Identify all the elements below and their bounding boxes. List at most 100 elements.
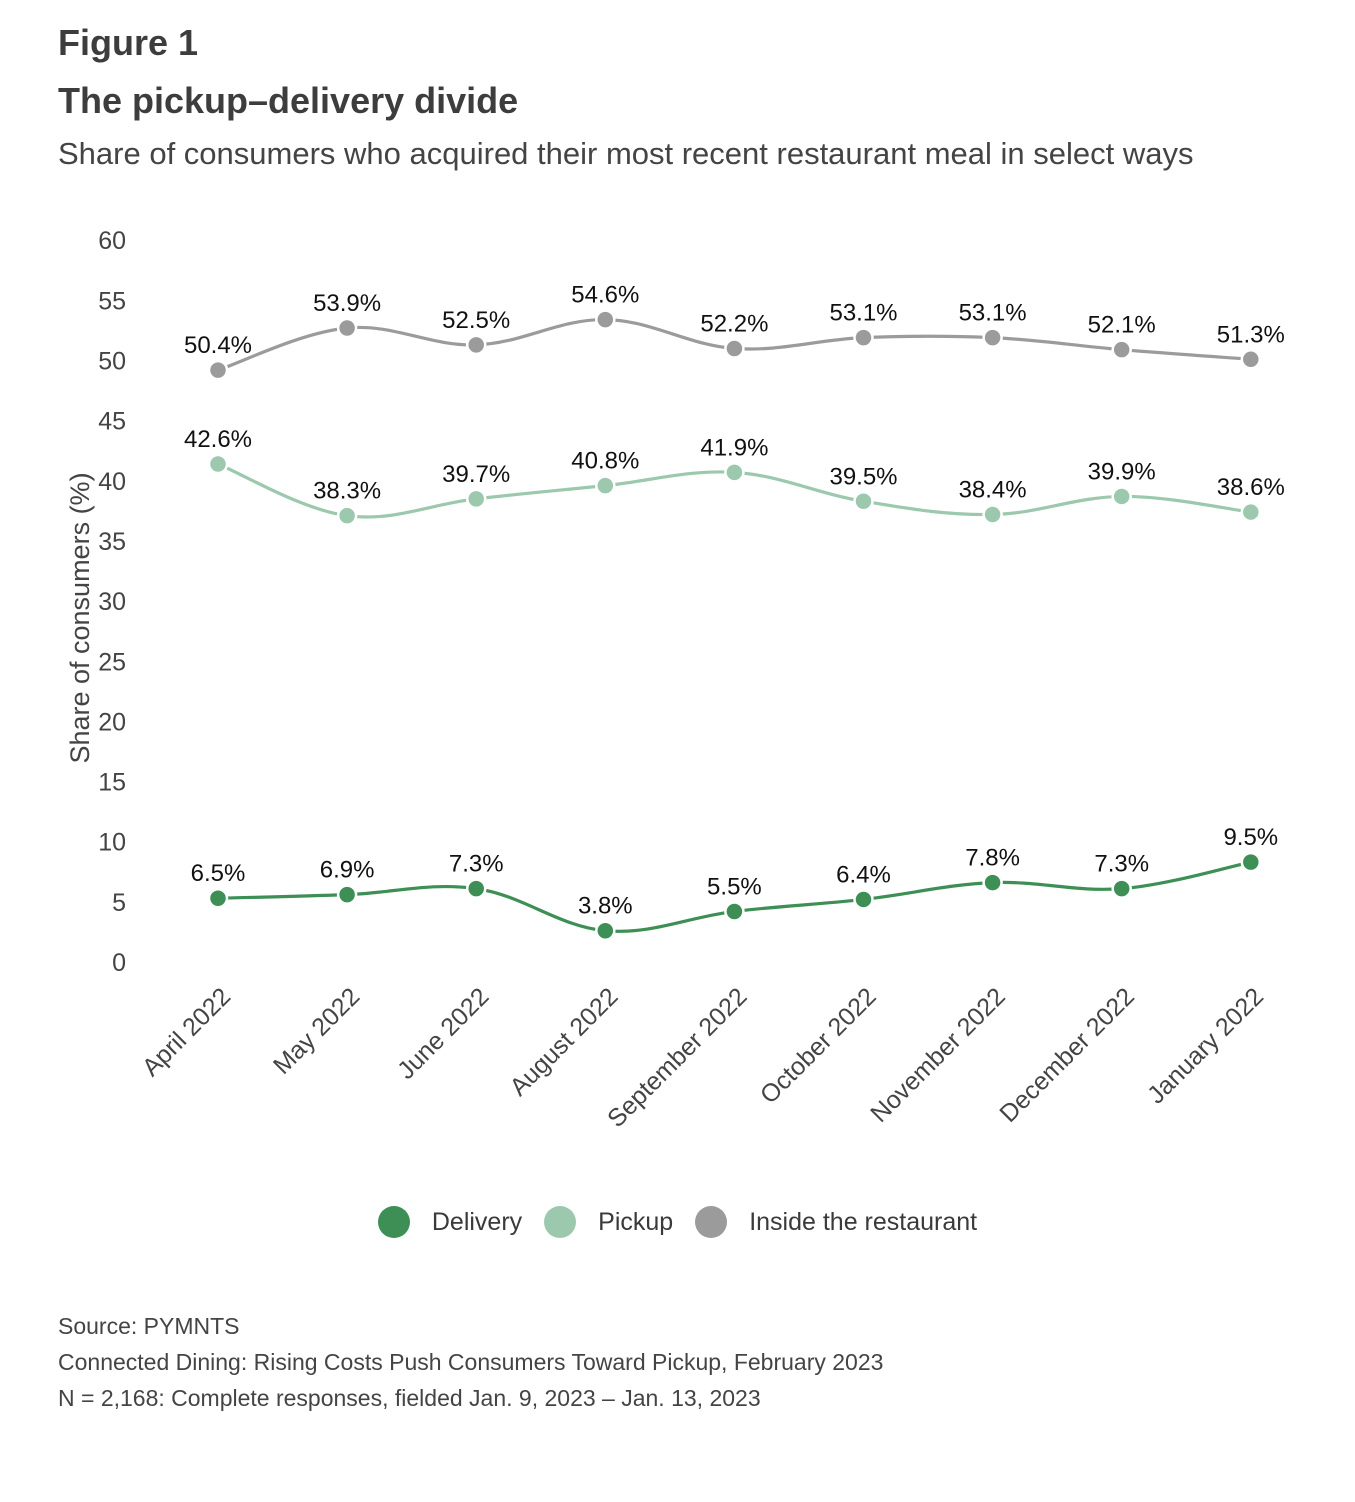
x-tick-label: November 2022 — [865, 982, 1011, 1128]
legend-label-delivery: Delivery — [431, 1207, 523, 1236]
x-tick-label: December 2022 — [994, 982, 1140, 1128]
data-point — [207, 453, 229, 475]
data-label: 38.6% — [1217, 474, 1285, 501]
y-tick-label: 55 — [98, 287, 126, 315]
line-chart: 0 5 10 15 20 25 30 35 40 45 50 55 60 Share of consum… — [65, 227, 1285, 1133]
legend-item-delivery[interactable]: Delivery — [377, 1206, 523, 1238]
y-tick-label: 50 — [98, 348, 126, 376]
data-point — [982, 327, 1003, 348]
data-point — [853, 491, 874, 512]
data-point — [336, 317, 358, 339]
data-label: 39.7% — [442, 461, 510, 488]
y-tick-label: 25 — [98, 648, 126, 676]
data-label: 39.9% — [1088, 458, 1156, 485]
legend: Delivery Pickup Inside the restaurant — [0, 1206, 1355, 1238]
y-tick-label: 30 — [98, 588, 126, 616]
sample-line: N = 2,168: Complete responses, fielded J… — [58, 1385, 761, 1411]
data-label: 40.8% — [571, 448, 639, 475]
data-point — [982, 872, 1003, 893]
data-label: 3.8% — [578, 893, 633, 920]
data-point — [336, 505, 358, 526]
data-label: 7.3% — [1094, 851, 1149, 878]
data-label: 6.5% — [191, 860, 246, 887]
data-label: 41.9% — [700, 434, 768, 461]
data-label: 6.4% — [836, 861, 891, 888]
data-label: 42.6% — [184, 426, 252, 453]
chart-title: The pickup–delivery divide — [58, 80, 519, 121]
y-tick-label: 5 — [112, 889, 126, 917]
legend-item-inside-restaurant[interactable]: Inside the restaurant — [695, 1206, 977, 1238]
y-tick-label: 35 — [98, 528, 126, 556]
series-inside-restaurant: 50.4% 53.9% 52.5% 54.6% 52.2% 53.1% 53.1% 52.1%… — [184, 282, 1285, 381]
y-axis-title: Share of consumers (%) — [65, 472, 95, 763]
x-tick-label: May 2022 — [268, 982, 365, 1079]
data-label: 52.1% — [1088, 312, 1156, 339]
data-label: 7.3% — [449, 851, 504, 878]
source-notes: Source: PYMNTS Connected Dining: Rising … — [58, 1308, 883, 1416]
data-point — [207, 359, 229, 381]
y-tick-label: 60 — [98, 227, 126, 255]
data-point — [1240, 501, 1262, 523]
data-label: 7.8% — [965, 845, 1020, 872]
data-point — [1111, 486, 1132, 507]
y-tick-label: 15 — [98, 769, 126, 797]
data-label: 53.9% — [313, 290, 381, 317]
data-point — [595, 309, 616, 330]
data-label: 54.6% — [571, 282, 639, 309]
data-label: 5.5% — [707, 873, 762, 900]
legend-dot-inside-restaurant — [695, 1206, 728, 1238]
data-point — [207, 887, 229, 909]
data-point — [465, 334, 487, 356]
data-label: 38.3% — [313, 478, 381, 505]
legend-label-pickup: Pickup — [598, 1207, 674, 1236]
figure-label: Figure 1 — [58, 22, 199, 63]
data-label: 38.4% — [959, 476, 1027, 503]
report-line: Connected Dining: Rising Costs Push Cons… — [58, 1349, 884, 1375]
legend-label-inside-restaurant: Inside the restaurant — [749, 1207, 978, 1236]
data-point — [1240, 851, 1262, 873]
x-tick-label: September 2022 — [602, 982, 753, 1133]
data-label: 6.9% — [320, 857, 375, 884]
data-point — [982, 504, 1003, 525]
series-delivery: 6.5% 6.9% 7.3% 3.8% 5.5% 6.4% 7.8% 7.3% 9.5% — [191, 824, 1278, 941]
y-tick-label: 45 — [98, 408, 126, 436]
y-axis: 0 5 10 15 20 25 30 35 40 45 50 55 60 — [98, 227, 126, 977]
data-point — [465, 878, 487, 899]
data-point — [595, 920, 616, 941]
data-label: 39.5% — [829, 463, 897, 490]
data-point — [724, 462, 745, 483]
data-point — [724, 338, 745, 359]
y-tick-label: 20 — [98, 708, 126, 736]
x-tick-label: January 2022 — [1142, 982, 1269, 1109]
x-tick-label: June 2022 — [392, 982, 494, 1084]
data-point — [853, 327, 874, 348]
data-label: 53.1% — [959, 300, 1027, 327]
x-tick-label: October 2022 — [755, 982, 882, 1109]
legend-dot-delivery — [377, 1206, 410, 1238]
data-label: 51.3% — [1217, 321, 1285, 348]
y-tick-label: 0 — [112, 949, 126, 977]
legend-dot-pickup — [544, 1206, 577, 1238]
data-point — [465, 488, 487, 510]
data-point — [853, 889, 874, 910]
data-label: 53.1% — [829, 300, 897, 327]
data-point — [595, 475, 616, 496]
y-tick-label: 40 — [98, 468, 126, 496]
data-point — [1240, 349, 1262, 370]
y-tick-label: 10 — [98, 829, 126, 857]
data-label: 52.2% — [700, 310, 768, 337]
data-point — [724, 901, 745, 922]
data-point — [1111, 878, 1132, 899]
series-pickup: 42.6% 38.3% 39.7% 40.8% 41.9% 39.5% 38.4% 39.9%… — [184, 426, 1285, 526]
x-axis: April 2022 May 2022 June 2022 August 2022Se… — [137, 982, 1269, 1133]
legend-item-pickup[interactable]: Pickup — [544, 1206, 673, 1238]
chart-subtitle: Share of consumers who acquired their mo… — [58, 136, 1194, 171]
data-label: 50.4% — [184, 332, 252, 359]
data-label: 9.5% — [1223, 824, 1278, 851]
x-tick-label: April 2022 — [137, 982, 236, 1081]
data-point — [1111, 339, 1132, 360]
series-group: 6.5% 6.9% 7.3% 3.8% 5.5% 6.4% 7.8% 7.3% 9.5% 42.6… — [184, 282, 1285, 941]
data-label: 52.5% — [442, 307, 510, 334]
data-point — [336, 884, 358, 905]
x-tick-label: August 2022 — [504, 982, 623, 1101]
